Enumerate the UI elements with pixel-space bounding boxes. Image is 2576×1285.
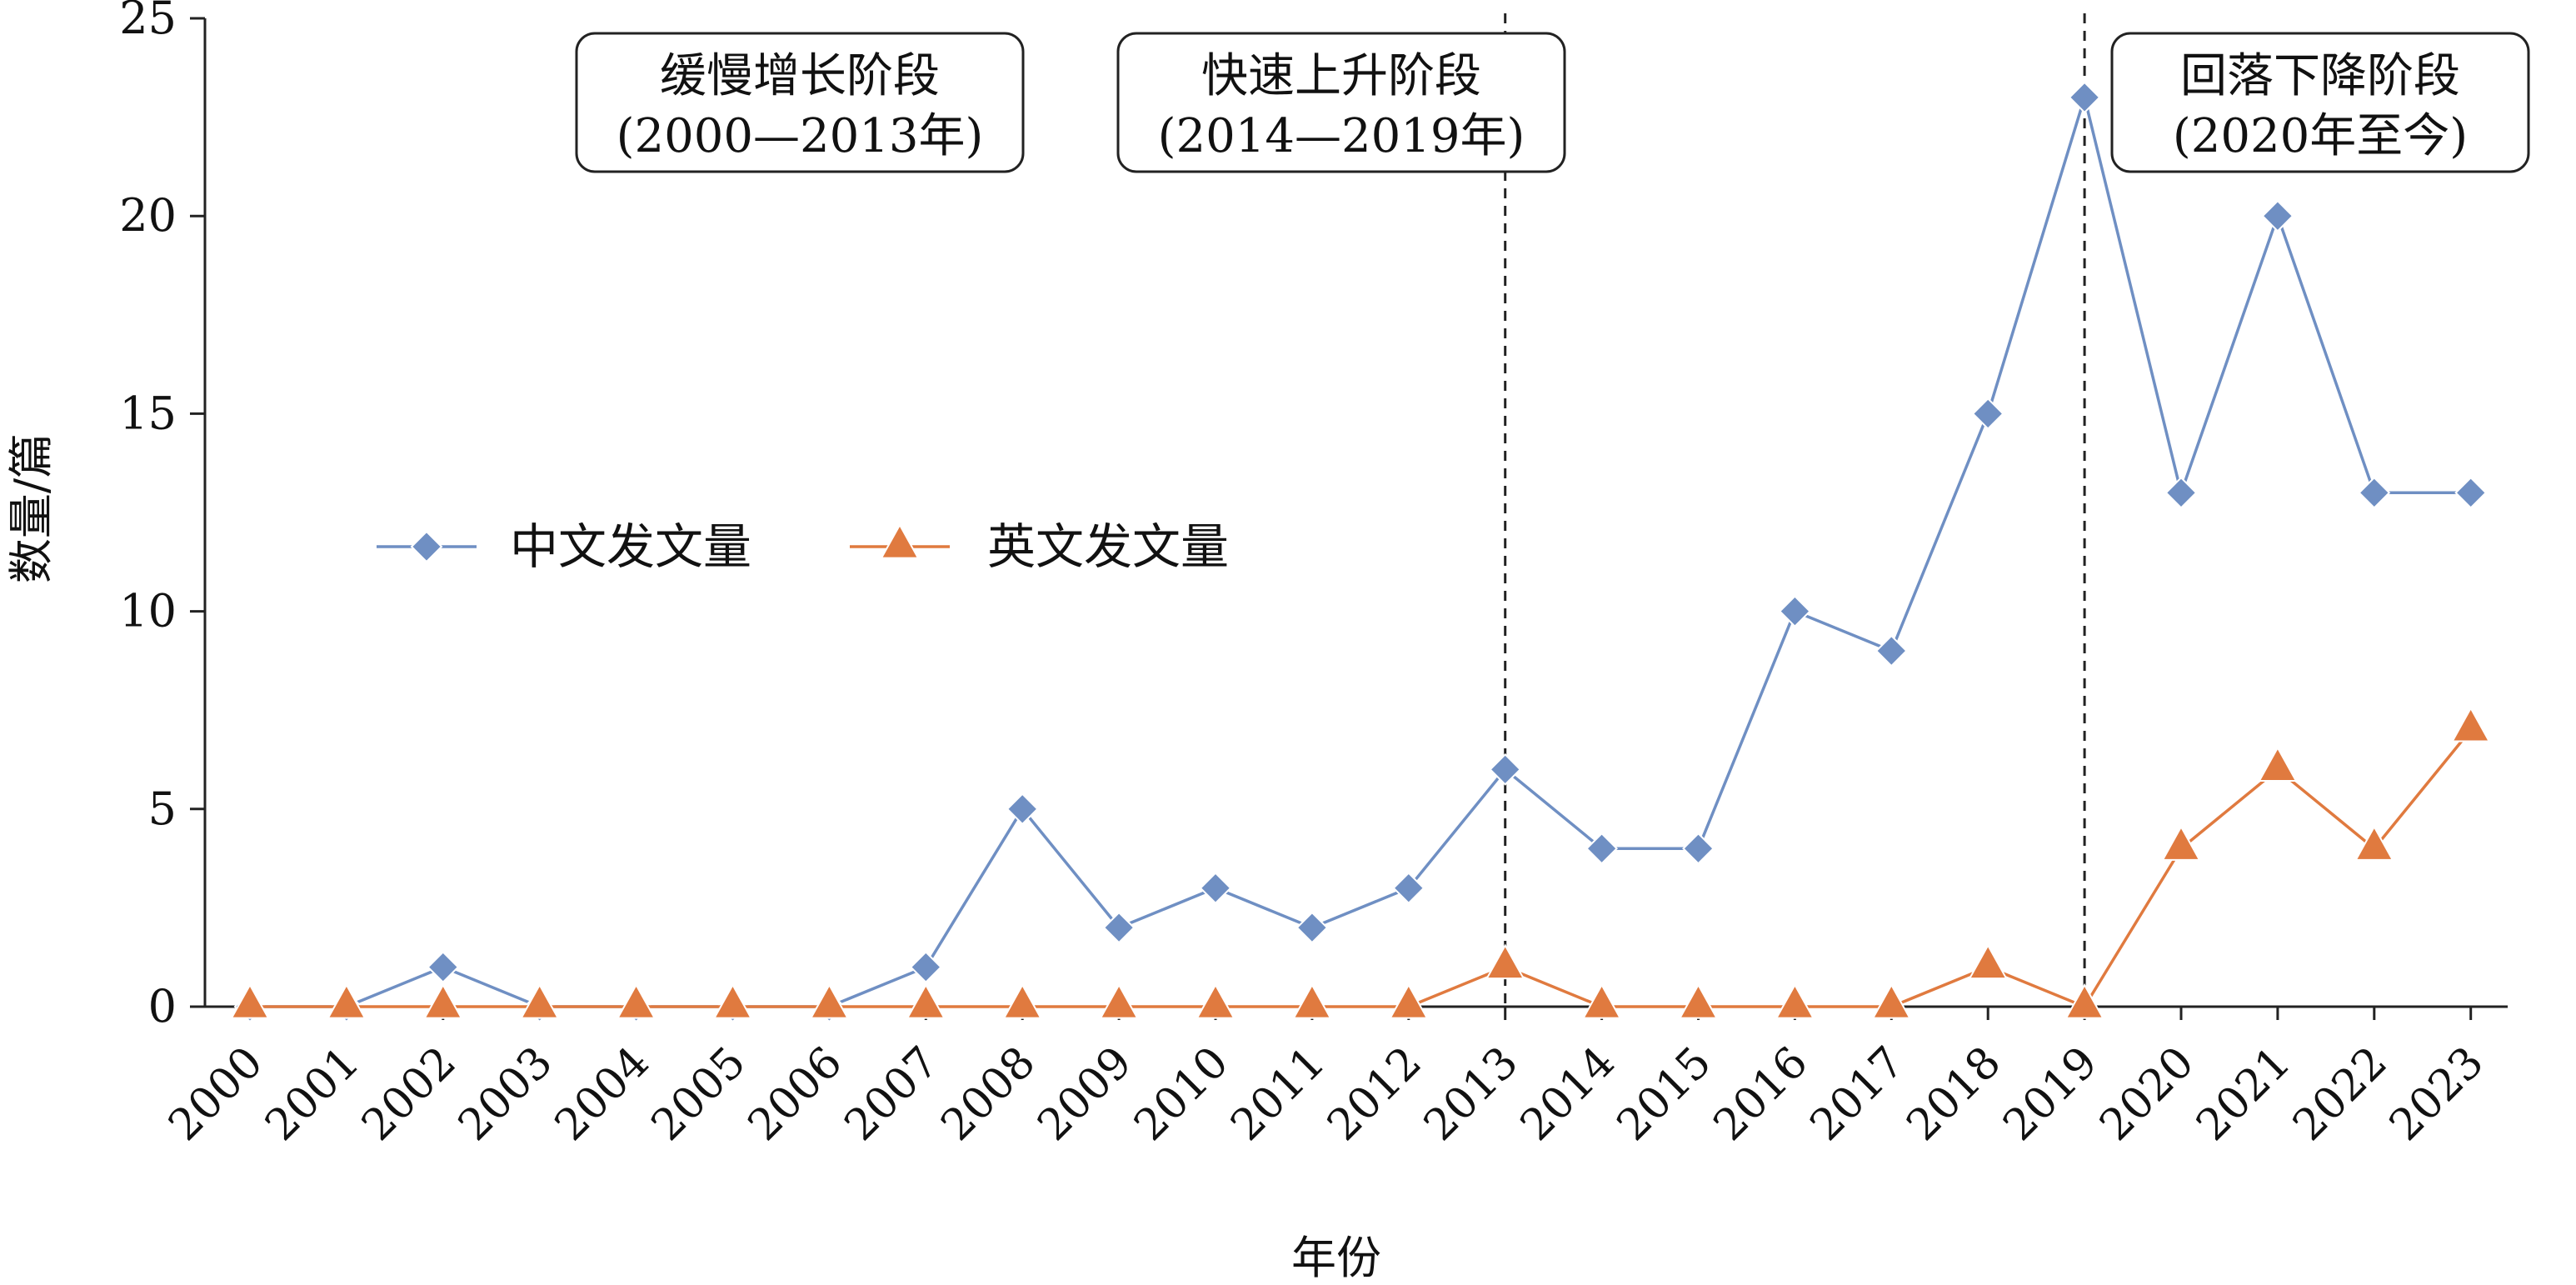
data-point [1682, 832, 1715, 865]
phase-annotation: 快速上升阶段 (2014—2019年) [1116, 32, 1566, 173]
legend-label: 中文发文量 [510, 518, 751, 575]
x-tick-label: 2021 [2187, 1038, 2300, 1151]
data-point [909, 951, 942, 983]
phase-annotation-range: (2000—2013年) [617, 109, 984, 163]
data-point [1295, 911, 1329, 944]
data-point [2258, 746, 2298, 782]
data-point [1778, 595, 1811, 628]
x-tick-label: 2003 [449, 1038, 562, 1151]
data-point [2064, 982, 2104, 1019]
data-point [1489, 752, 1522, 786]
data-point [2164, 476, 2198, 509]
data-point [1006, 792, 1039, 826]
data-point [1485, 943, 1525, 980]
x-tick-label: 2023 [2380, 1038, 2494, 1151]
phase-annotation-title: 回落下降阶段 [2180, 49, 2460, 103]
x-tick-label: 2016 [1705, 1038, 1818, 1151]
data-point [423, 982, 463, 1019]
legend-swatch-marker [880, 522, 920, 559]
data-point [1971, 397, 2004, 430]
data-point [1875, 634, 1908, 668]
y-axis-title: 数量/篇 [5, 433, 57, 583]
phase-annotation-box [2110, 32, 2530, 173]
data-point [1585, 832, 1619, 865]
data-point [809, 982, 850, 1019]
legend: 中文发文量 英文发文量 [377, 518, 1229, 575]
legend-label: 英文发文量 [987, 518, 1229, 575]
data-point [1871, 982, 1911, 1019]
legend-item: 中文发文量 [377, 518, 751, 575]
y-tick-label: 5 [148, 782, 177, 835]
x-tick-label: 2014 [1511, 1038, 1625, 1151]
x-tick-label: 2000 [159, 1038, 272, 1151]
data-point [712, 982, 753, 1019]
x-tick-label: 2009 [1028, 1038, 1141, 1151]
legend-swatch-marker [410, 530, 443, 563]
data-point [1581, 982, 1622, 1019]
y-tick-label: 25 [119, 0, 177, 44]
x-tick-label: 2017 [1800, 1038, 1914, 1151]
series-line [250, 728, 2473, 1009]
data-point [2354, 825, 2394, 861]
phase-annotation-range: (2014—2019年) [1158, 109, 1525, 163]
legend-item: 英文发文量 [850, 518, 1229, 575]
data-point [1102, 911, 1136, 944]
data-point [327, 982, 367, 1019]
x-tick-label: 2013 [1415, 1038, 1528, 1151]
data-point [1199, 872, 1232, 905]
phase-dividers [1504, 13, 2086, 1010]
phase-annotations: 缓慢增长阶段 (2000—2013年) 快速上升阶段 (2014—2019年) 回落下降… [575, 32, 2530, 173]
data-point [2261, 199, 2294, 232]
data-point [1968, 943, 2008, 980]
data-point [2454, 476, 2488, 509]
data-point [230, 982, 270, 1019]
y-tick-label: 0 [148, 980, 177, 1032]
data-point [1775, 982, 1815, 1019]
x-tick-label: 2002 [352, 1038, 466, 1151]
phase-annotation-title: 缓慢增长阶段 [660, 49, 940, 103]
data-point [1099, 982, 1139, 1019]
x-tick-label: 2001 [256, 1038, 369, 1151]
x-axis-title: 年份 [1291, 1232, 1381, 1284]
data-point [520, 982, 560, 1019]
data-point [427, 951, 460, 983]
y-tick-label: 10 [119, 585, 177, 638]
series-layer [230, 81, 2491, 1023]
x-tick-label: 2012 [1318, 1038, 1431, 1151]
x-tick-label: 2022 [2284, 1038, 2397, 1151]
data-point [1196, 982, 1236, 1019]
phase-annotation-box [575, 32, 1025, 173]
data-point [2068, 81, 2101, 114]
series-english [230, 706, 2491, 1019]
x-tick-label: 2018 [1897, 1038, 2010, 1151]
phase-annotation-title: 快速上升阶段 [1201, 49, 1481, 103]
x-tick-label: 2011 [1221, 1038, 1335, 1151]
x-tick-label: 2010 [1125, 1038, 1238, 1151]
x-tick-label: 2004 [546, 1038, 659, 1151]
data-point [2451, 706, 2491, 742]
x-tick-label: 2019 [1994, 1038, 2107, 1151]
data-point [1389, 982, 1429, 1019]
data-point [1002, 982, 1042, 1019]
phase-annotation-range: (2020年至今) [2173, 109, 2468, 163]
data-point [1392, 872, 1425, 905]
x-tick-label: 2020 [2090, 1038, 2204, 1151]
y-tick-label: 15 [119, 387, 177, 439]
data-point [1678, 982, 1719, 1019]
x-tick-label: 2015 [1608, 1038, 1721, 1151]
phase-annotation-box [1116, 32, 1566, 173]
x-tick-label: 2007 [835, 1038, 948, 1151]
x-tick-label: 2006 [739, 1038, 852, 1151]
phase-annotation: 缓慢增长阶段 (2000—2013年) [575, 32, 1025, 173]
x-tick-label: 2008 [931, 1038, 1045, 1151]
data-point [906, 982, 946, 1019]
data-point [1292, 982, 1332, 1019]
data-point [2161, 825, 2201, 861]
data-point [616, 982, 656, 1019]
y-tick-label: 20 [119, 189, 177, 242]
x-tick-label: 2005 [642, 1038, 756, 1151]
phase-annotation: 回落下降阶段 (2020年至今) [2110, 32, 2530, 173]
data-point [2358, 476, 2391, 509]
